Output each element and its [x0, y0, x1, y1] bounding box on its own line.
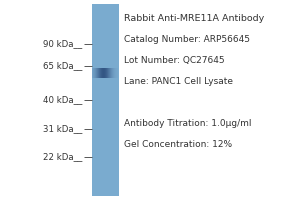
Text: Lot Number: QC27645: Lot Number: QC27645 — [124, 56, 225, 65]
Text: 22 kDa__: 22 kDa__ — [43, 153, 82, 162]
Text: Catalog Number: ARP56645: Catalog Number: ARP56645 — [124, 35, 250, 44]
Text: Lane: PANC1 Cell Lysate: Lane: PANC1 Cell Lysate — [124, 77, 233, 86]
Text: Gel Concentration: 12%: Gel Concentration: 12% — [124, 140, 232, 149]
Text: 31 kDa__: 31 kDa__ — [43, 124, 82, 134]
Text: Rabbit Anti-MRE11A Antibody: Rabbit Anti-MRE11A Antibody — [124, 14, 265, 23]
Text: Antibody Titration: 1.0µg/ml: Antibody Titration: 1.0µg/ml — [124, 119, 252, 128]
Text: 90 kDa__: 90 kDa__ — [43, 40, 82, 48]
Text: 40 kDa__: 40 kDa__ — [43, 96, 82, 104]
Bar — [92, 4, 118, 196]
Text: 65 kDa__: 65 kDa__ — [43, 62, 82, 71]
